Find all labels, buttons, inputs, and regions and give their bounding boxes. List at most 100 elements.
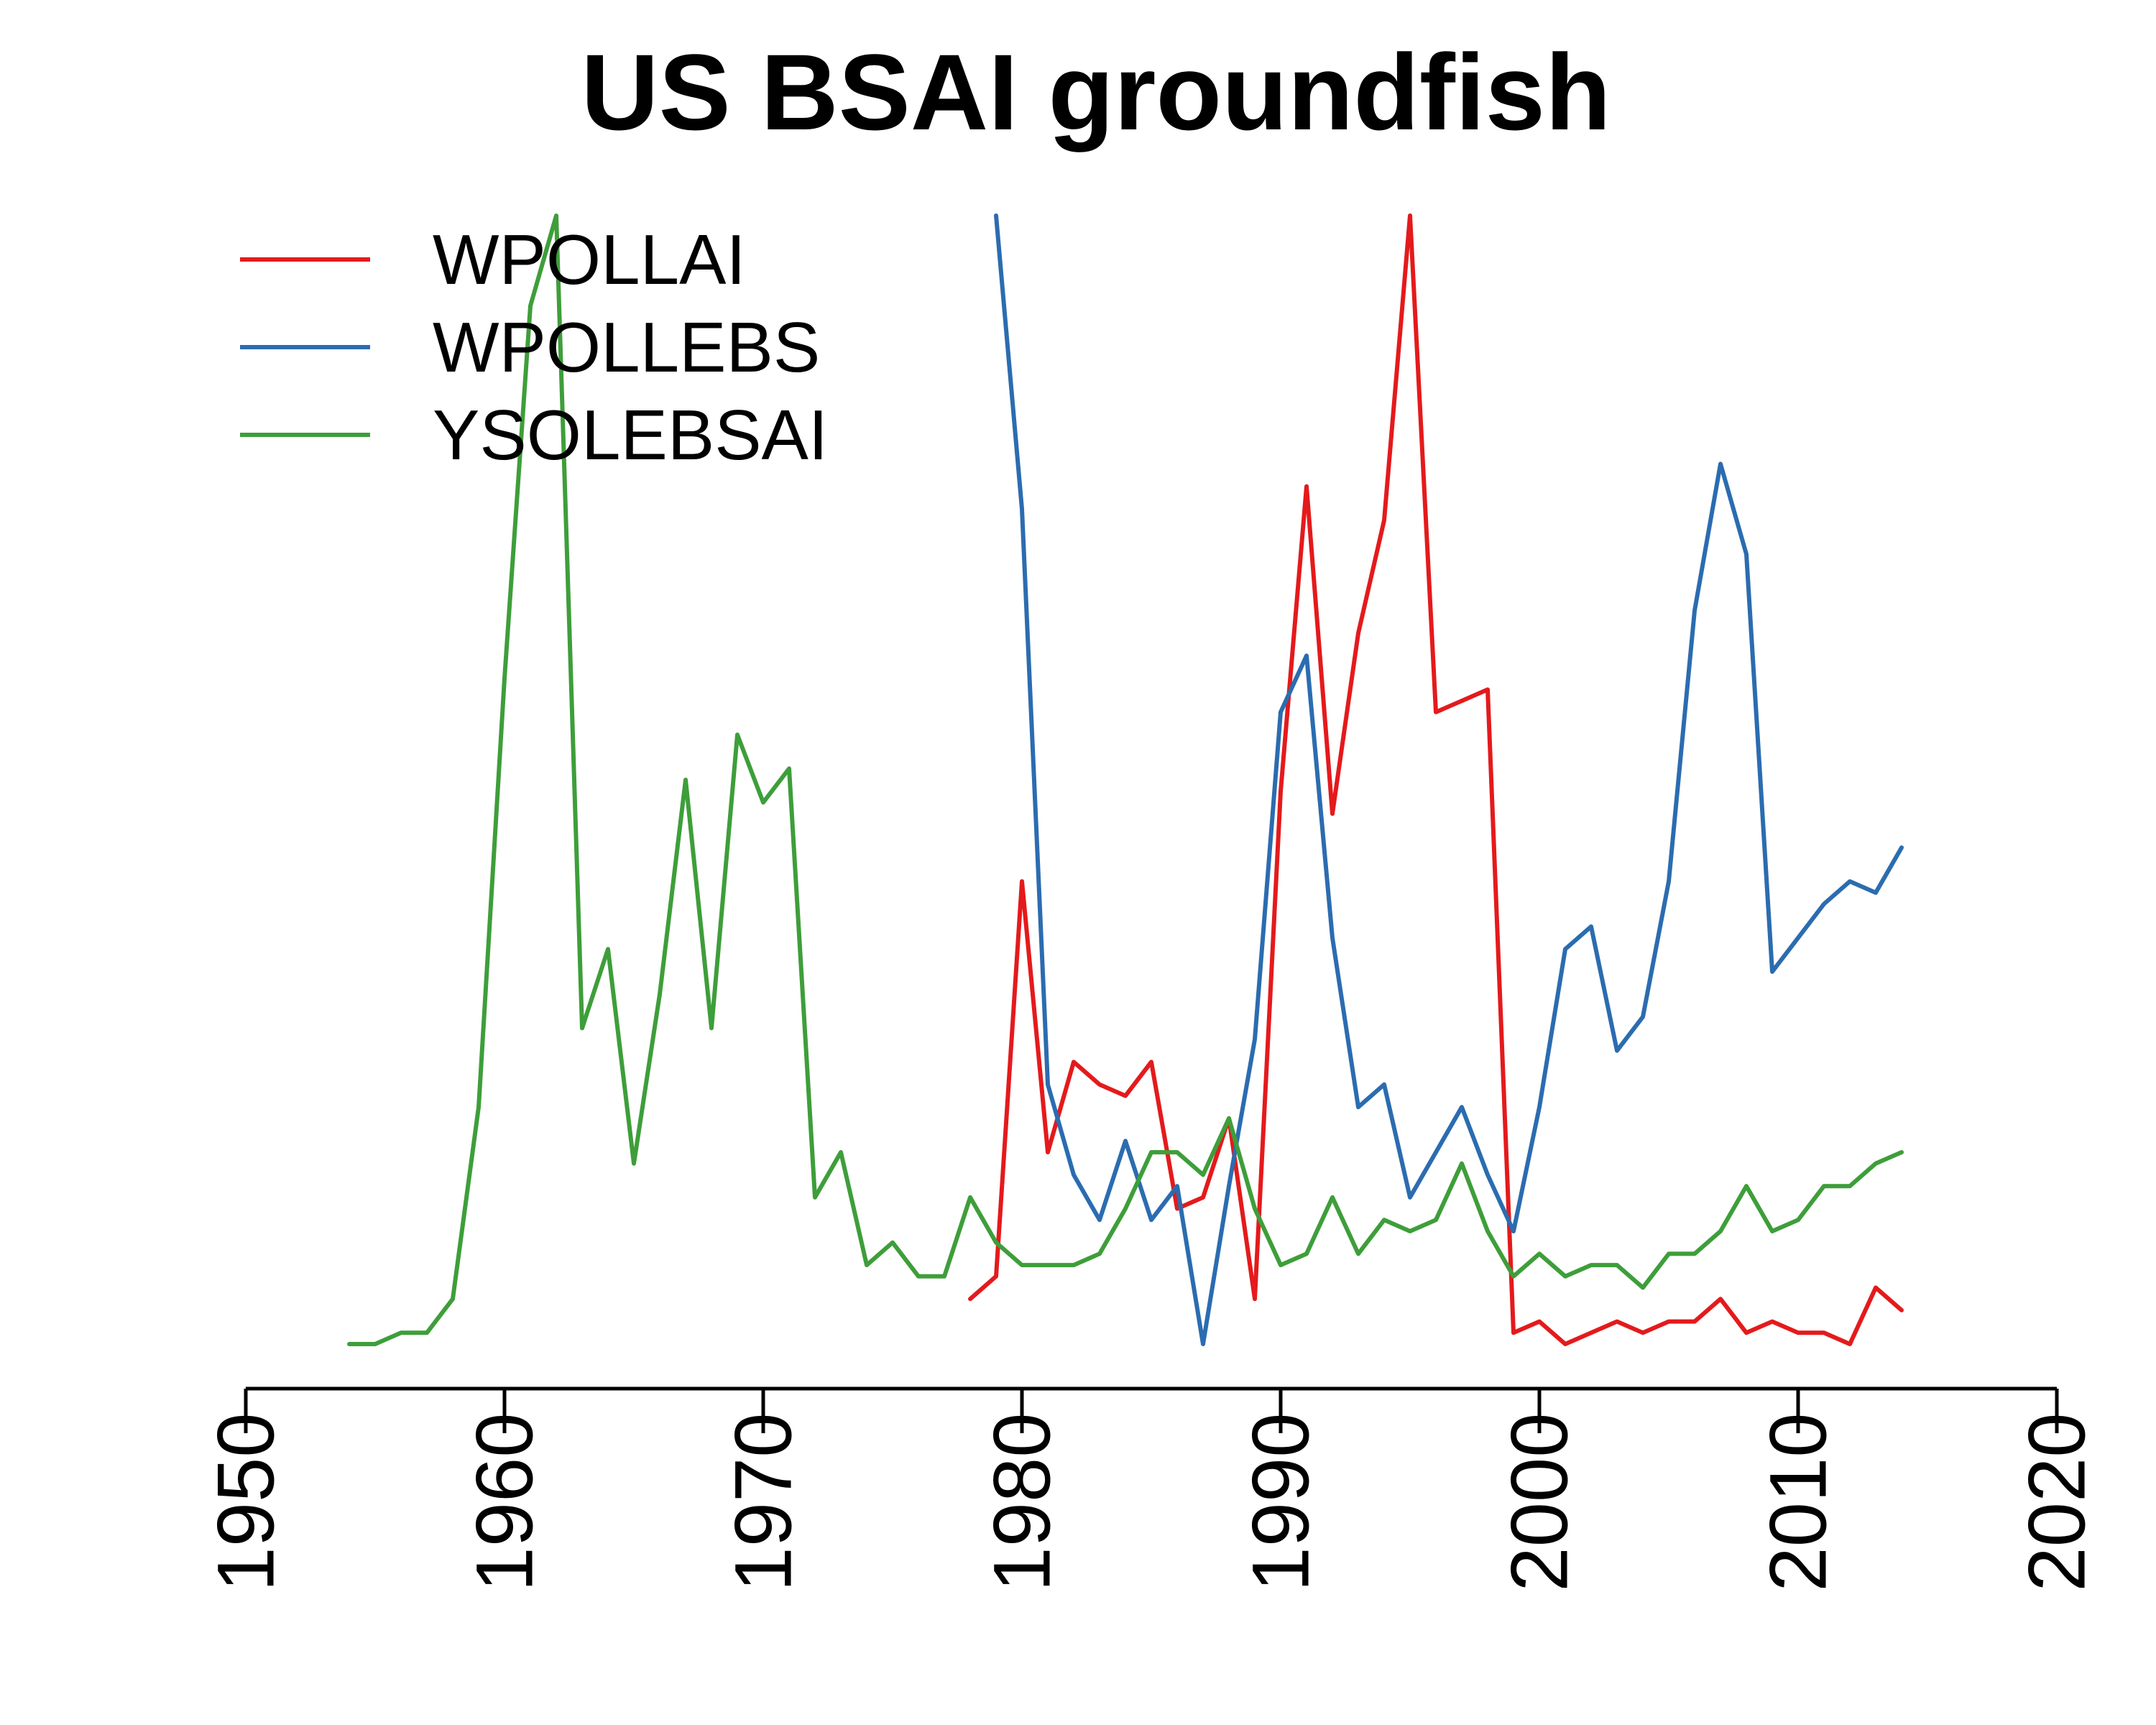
legend-label: WPOLLAI: [433, 220, 746, 299]
data-point: [1304, 653, 1309, 658]
data-point: [1433, 1217, 1439, 1223]
data-point: [1769, 1228, 1775, 1234]
data-point: [1899, 845, 1904, 850]
legend-item-wpollebs: WPOLLEBS: [240, 308, 820, 387]
data-point: [1847, 878, 1853, 884]
data-point: [1614, 1048, 1620, 1054]
data-point: [1200, 1172, 1206, 1178]
data-point: [734, 732, 740, 737]
data-point: [838, 1149, 844, 1155]
data-point: [1381, 1082, 1387, 1087]
data-point: [1640, 1330, 1646, 1335]
data-point: [1795, 1217, 1801, 1223]
data-point: [1278, 709, 1284, 715]
data-point: [1537, 1319, 1542, 1325]
data-point: [476, 1104, 482, 1110]
data-point: [993, 213, 999, 218]
data-point: [1226, 1116, 1232, 1121]
data-point: [398, 1330, 404, 1335]
data-point: [1459, 1104, 1465, 1110]
data-point: [1355, 1104, 1361, 1110]
data-point: [1330, 1195, 1335, 1200]
data-point: [631, 1161, 637, 1167]
data-point: [1407, 213, 1413, 218]
data-point: [1692, 1319, 1697, 1325]
data-point: [760, 799, 766, 805]
data-point: [1847, 1183, 1853, 1189]
data-point: [864, 1262, 870, 1268]
data-point: [1381, 518, 1387, 523]
data-point: [1355, 630, 1361, 636]
data-point: [1071, 1172, 1077, 1178]
data-point: [1097, 1217, 1102, 1223]
data-point: [1304, 1251, 1309, 1256]
data-point: [1071, 1059, 1077, 1065]
legend-label: WPOLLEBS: [433, 308, 820, 387]
legend-label: YSOLEBSAI: [433, 395, 828, 474]
data-point: [1123, 1206, 1128, 1212]
data-point: [890, 1240, 895, 1246]
data-point: [1045, 1262, 1051, 1268]
series-line-wpollebs: [994, 213, 1904, 1346]
data-point: [1459, 1161, 1465, 1167]
data-point: [1071, 1262, 1077, 1268]
data-point: [1433, 1149, 1439, 1155]
data-point: [1537, 1104, 1542, 1110]
data-point: [502, 676, 507, 681]
data-point: [1899, 1307, 1904, 1313]
x-tick-label: 1960: [460, 1412, 550, 1591]
data-point: [1795, 935, 1801, 941]
data-point: [1278, 1262, 1284, 1268]
data-point: [553, 213, 559, 218]
x-tick-label: 2020: [2012, 1412, 2102, 1591]
data-point: [1485, 1172, 1491, 1178]
data-point: [1019, 1262, 1025, 1268]
data-point: [993, 1240, 999, 1246]
x-tick-label: 1980: [977, 1412, 1067, 1591]
data-point: [1381, 1217, 1387, 1223]
data-point: [450, 1296, 456, 1302]
data-point: [1097, 1251, 1102, 1256]
data-point: [1718, 1296, 1723, 1302]
data-point: [1873, 890, 1879, 896]
data-point: [941, 1274, 947, 1279]
data-point: [1097, 1082, 1102, 1087]
data-point: [1769, 1319, 1775, 1325]
data-point: [812, 1195, 818, 1200]
data-point: [1821, 1330, 1827, 1335]
data-point: [1873, 1285, 1879, 1291]
data-point: [1459, 698, 1465, 704]
data-point: [1666, 878, 1672, 884]
data-point: [1692, 608, 1697, 614]
data-point: [916, 1274, 921, 1279]
data-point: [1743, 1330, 1749, 1335]
data-point: [1252, 1296, 1258, 1302]
data-point: [1537, 1251, 1542, 1256]
data-point: [967, 1296, 973, 1302]
data-point: [786, 765, 792, 771]
data-point: [424, 1330, 430, 1335]
series-line-wpollai: [968, 213, 1904, 1346]
data-point: [1743, 1183, 1749, 1189]
x-tick-label: 2000: [1495, 1412, 1585, 1591]
data-point: [1718, 1228, 1723, 1234]
data-point: [1485, 1228, 1491, 1234]
x-tick-label: 1970: [719, 1412, 808, 1591]
data-point: [1614, 1262, 1620, 1268]
x-tick-label: 1950: [201, 1412, 291, 1591]
data-point: [1640, 1014, 1646, 1020]
legend: WPOLLAI WPOLLEBS YSOLEBSAI: [240, 220, 828, 474]
data-point: [1485, 686, 1491, 692]
data-point: [1252, 1206, 1258, 1212]
data-point: [1692, 1251, 1697, 1256]
data-point: [1174, 1149, 1180, 1155]
data-point: [1330, 935, 1335, 941]
data-point: [1562, 1274, 1568, 1279]
data-point: [1252, 1036, 1258, 1042]
data-point: [993, 1274, 999, 1279]
data-point: [1562, 947, 1568, 952]
data-point: [1666, 1319, 1672, 1325]
data-point: [683, 777, 688, 783]
data-point: [1795, 1330, 1801, 1335]
data-point: [1769, 969, 1775, 975]
